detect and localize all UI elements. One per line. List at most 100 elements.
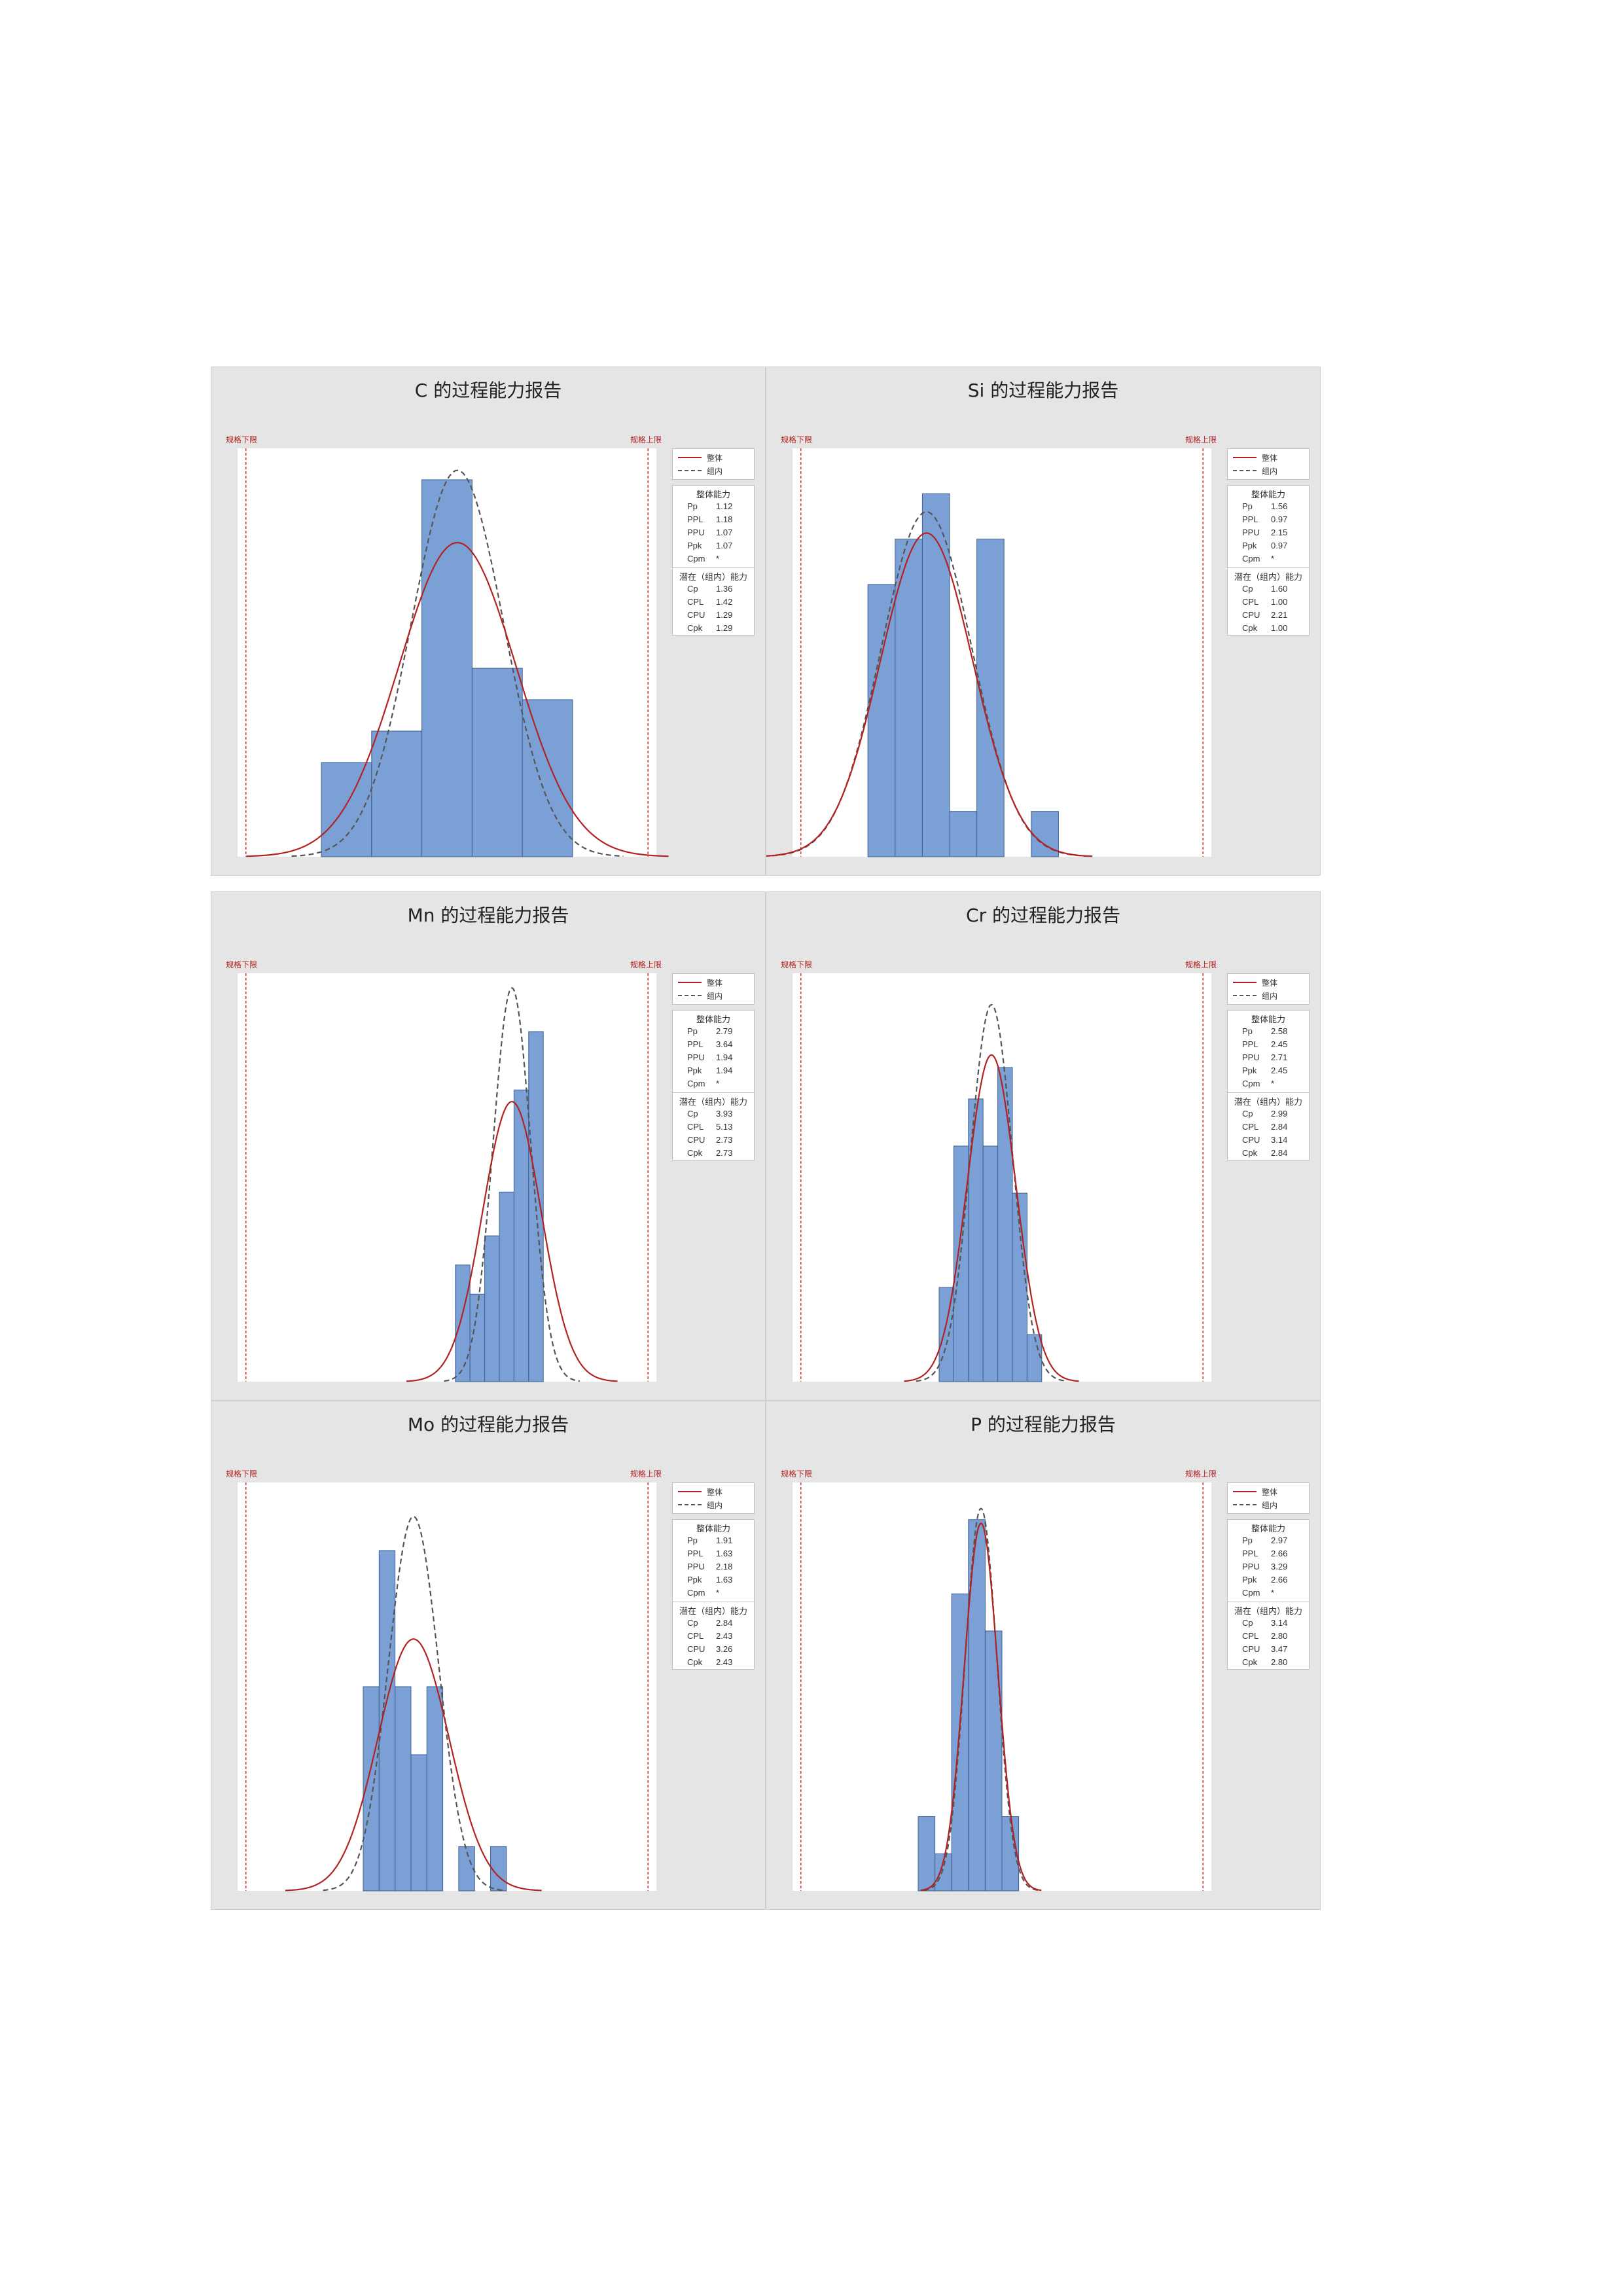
overall-section-title: 整体能力 xyxy=(1251,490,1285,499)
within-section-title: 潜在（组内）能力 xyxy=(1234,1097,1302,1107)
histogram-bar xyxy=(490,1846,507,1892)
legend-item-overall: 整体 xyxy=(678,977,722,988)
histogram-bar xyxy=(867,584,896,857)
stat-value: 2.84 xyxy=(1271,1148,1288,1158)
stat-row: Cpm * xyxy=(673,1077,754,1090)
stat-value: 3.64 xyxy=(716,1039,733,1049)
stat-value: 3.14 xyxy=(1271,1135,1288,1145)
legend-label: 整体 xyxy=(1262,1487,1278,1497)
stat-value: 2.43 xyxy=(716,1657,733,1667)
overall-curve xyxy=(904,1054,1079,1382)
stat-value: 1.07 xyxy=(716,528,733,537)
within-curve xyxy=(444,987,580,1382)
lsl-label: 规格下限 xyxy=(781,435,813,444)
stat-row: Ppk 1.63 xyxy=(673,1573,754,1587)
stat-name: PPL xyxy=(1242,1039,1258,1049)
stat-value: 2.45 xyxy=(1271,1066,1288,1075)
histogram-plot xyxy=(793,973,1211,1382)
stat-row: Pp 1.56 xyxy=(1228,500,1309,513)
overall-section-title: 整体能力 xyxy=(1251,1014,1285,1024)
capability-stats: 整体能力 Pp 1.56 PPL 0.97 PPU 2.15 Ppk 0.97 Cpm * 潜在（组内… xyxy=(1227,485,1310,636)
stat-name: CPU xyxy=(687,1644,705,1654)
legend-item-within: 组内 xyxy=(678,1499,722,1511)
histogram-plot xyxy=(238,1482,656,1892)
legend-label: 组内 xyxy=(1262,1500,1278,1510)
stat-row: Pp 2.58 xyxy=(1228,1025,1309,1038)
stat-row: CPU 1.29 xyxy=(673,609,754,622)
stat-value: * xyxy=(1271,1079,1275,1088)
overall-swatch xyxy=(1233,457,1257,458)
stat-value: * xyxy=(716,1588,720,1598)
histogram-bar xyxy=(997,1067,1013,1382)
histogram-bar xyxy=(455,1265,471,1382)
legend-item-overall: 整体 xyxy=(678,1486,722,1498)
stat-name: Cpm xyxy=(1242,554,1260,564)
stat-value: 3.47 xyxy=(1271,1644,1288,1654)
capability-stats: 整体能力 Pp 1.91 PPL 1.63 PPU 2.18 Ppk 1.63 Cpm * 潜在（组内… xyxy=(672,1519,755,1670)
stat-row: CPU 2.73 xyxy=(673,1134,754,1147)
stat-name: PPU xyxy=(687,528,705,537)
stat-name: PPL xyxy=(687,1039,704,1049)
stat-name: Cpk xyxy=(687,623,703,633)
histogram-bar xyxy=(938,1287,954,1382)
stat-row: Cpk 2.84 xyxy=(1228,1147,1309,1160)
stat-row: CPL 5.13 xyxy=(673,1121,754,1134)
stat-row: Cpk 1.29 xyxy=(673,622,754,635)
stat-name: Cpm xyxy=(1242,1079,1260,1088)
histogram-bar xyxy=(321,762,372,857)
stat-row: Pp 1.91 xyxy=(673,1534,754,1547)
histogram-bar xyxy=(949,811,978,857)
overall-swatch xyxy=(678,457,702,458)
histogram-bar xyxy=(968,1098,984,1382)
stat-value: * xyxy=(716,554,720,564)
chart-title: P 的过程能力报告 xyxy=(971,1414,1116,1435)
histogram-bar xyxy=(410,1754,427,1892)
stat-name: Cp xyxy=(1242,1109,1253,1119)
legend-label: 整体 xyxy=(707,1487,723,1497)
stat-row: Cpk 2.43 xyxy=(673,1656,754,1669)
overall-section-title: 整体能力 xyxy=(696,490,730,499)
legend-item-overall: 整体 xyxy=(1233,977,1277,988)
stat-name: Cpk xyxy=(687,1148,703,1158)
stat-name: Cpk xyxy=(1242,1148,1258,1158)
within-section-title: 潜在（组内）能力 xyxy=(1234,1606,1302,1616)
stat-row: PPU 1.94 xyxy=(673,1051,754,1064)
stat-name: PPU xyxy=(1242,1052,1260,1062)
stat-row: Cp 3.93 xyxy=(673,1107,754,1121)
capability-stats: 整体能力 Pp 2.58 PPL 2.45 PPU 2.71 Ppk 2.45 Cpm * 潜在（组内… xyxy=(1227,1010,1310,1160)
overall-swatch xyxy=(678,982,702,983)
stat-value: 1.00 xyxy=(1271,597,1288,607)
stats-divider xyxy=(1228,567,1309,568)
stat-value: * xyxy=(716,1079,720,1088)
histogram-plot xyxy=(238,973,656,1382)
stat-name: Cpm xyxy=(687,1079,705,1088)
stat-row: Cpk 2.73 xyxy=(673,1147,754,1160)
histogram-bar xyxy=(371,730,423,857)
legend-label: 整体 xyxy=(707,978,723,988)
stat-value: 1.07 xyxy=(716,541,733,550)
stat-value: 2.84 xyxy=(716,1618,733,1628)
overall-swatch xyxy=(1233,982,1257,983)
legend-item-within: 组内 xyxy=(678,465,722,476)
legend-item-within: 组内 xyxy=(1233,465,1277,476)
stat-value: 2.73 xyxy=(716,1148,733,1158)
stat-row: PPU 1.07 xyxy=(673,526,754,539)
within-curve xyxy=(323,1515,505,1892)
legend-item-within: 组内 xyxy=(1233,1499,1277,1511)
capability-panel: C 的过程能力报告 规格下限 规格上限 整体 组内 整体能力 Pp 1.12 PPL 1.18 PP… xyxy=(211,367,766,876)
within-section-title: 潜在（组内）能力 xyxy=(679,572,747,582)
stat-row: Cpm * xyxy=(673,552,754,565)
stat-value: 1.12 xyxy=(716,501,733,511)
stat-row: Cp 3.14 xyxy=(1228,1617,1309,1630)
stat-row: CPU 3.14 xyxy=(1228,1134,1309,1147)
stat-value: 3.93 xyxy=(716,1109,733,1119)
stats-divider xyxy=(673,1092,754,1093)
capability-stats: 整体能力 Pp 1.12 PPL 1.18 PPU 1.07 Ppk 1.07 Cpm * 潜在（组内… xyxy=(672,485,755,636)
histogram-bar xyxy=(499,1191,514,1382)
stat-value: 3.29 xyxy=(1271,1562,1288,1571)
histogram-bar xyxy=(984,1630,1003,1892)
legend-item-overall: 整体 xyxy=(1233,452,1277,463)
stat-value: 2.66 xyxy=(1271,1575,1288,1585)
legend-label: 整体 xyxy=(1262,978,1278,988)
histogram-bar xyxy=(458,1846,475,1892)
